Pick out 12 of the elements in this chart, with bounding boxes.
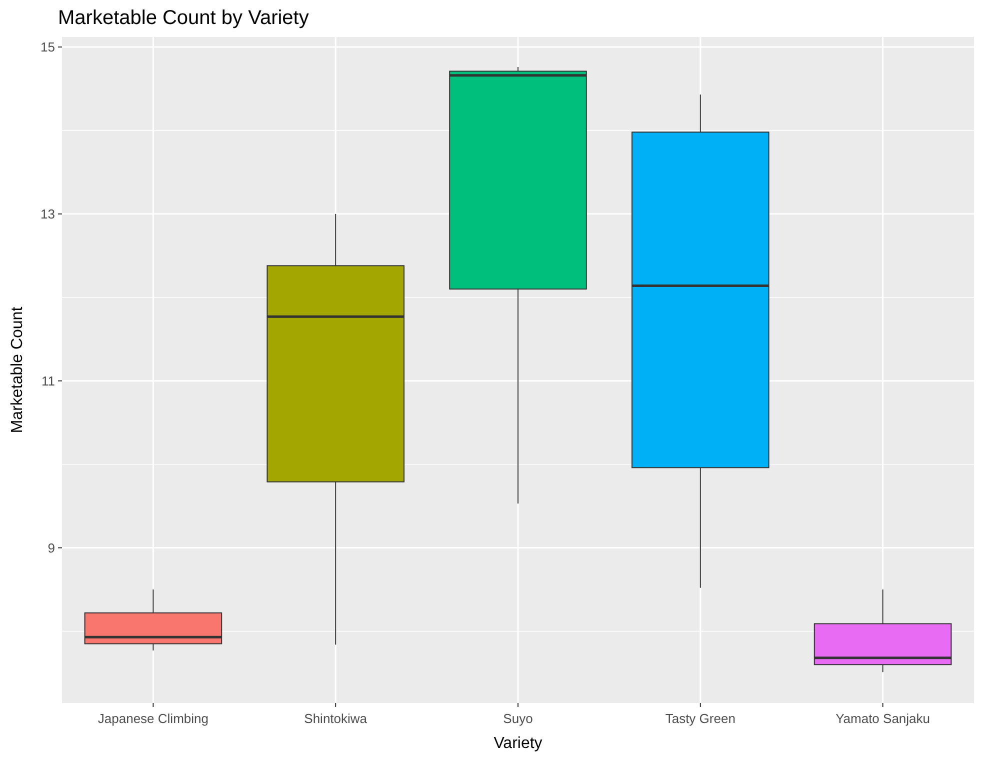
x-tick-label: Suyo — [503, 711, 533, 726]
y-tick-label: 13 — [40, 206, 55, 222]
chart-title: Marketable Count by Variety — [58, 7, 309, 29]
x-axis-title: Variety — [494, 735, 542, 752]
y-tick-label: 11 — [42, 373, 55, 388]
x-tick-label: Tasty Green — [665, 711, 736, 726]
x-tick-label: Yamato Sanjaku — [836, 711, 930, 726]
y-tick-label: 15 — [40, 40, 55, 55]
y-tick-label: 9 — [48, 540, 55, 556]
y-axis-title: Marketable Count — [9, 306, 26, 434]
x-tick-label: Shintokiwa — [304, 711, 368, 726]
x-tick-label: Japanese Climbing — [98, 711, 208, 726]
